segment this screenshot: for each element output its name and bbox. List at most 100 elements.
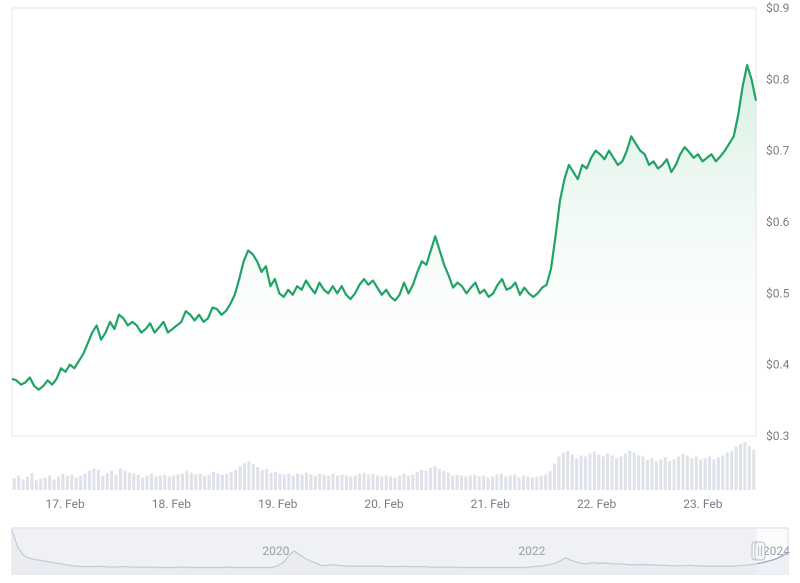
volume-bar [575,458,578,490]
volume-bar [602,456,605,490]
volume-bar [283,475,286,490]
volume-bar [363,473,366,490]
volume-bar [699,459,702,490]
volume-bar [735,447,738,490]
chart-svg: $0.3$0.4$0.5$0.6$0.7$0.8$0.917. Feb18. F… [0,0,800,583]
volume-bar [336,476,339,490]
volume-bar [265,469,268,490]
navigator-x-label: 2020 [262,544,289,558]
volume-bar [695,456,698,490]
volume-bar [704,458,707,490]
volume-bar [44,478,47,490]
volume-bar [460,476,463,490]
volume-bar [243,463,246,490]
volume-bar [544,475,547,490]
volume-bar [221,475,224,490]
volume-bar [597,454,600,490]
volume-bar [132,474,135,490]
volume-bar [340,475,343,490]
volume-bar [70,475,73,490]
volume-bar [318,474,321,490]
x-axis-label: 20. Feb [364,497,404,511]
y-axis-label: $0.6 [766,215,790,229]
volume-bar [212,472,215,490]
volume-bar [584,456,587,490]
volume-bar [239,466,242,490]
volume-bar [309,475,312,490]
volume-bar [172,476,175,490]
volume-bar [119,468,122,490]
y-axis-label: $0.3 [766,429,789,443]
volume-bar [500,474,503,490]
volume-bar [256,467,259,490]
volume-bar [57,477,60,490]
volume-bar [535,477,538,490]
volume-bar [606,454,609,490]
volume-bar [642,456,645,490]
volume-bar [39,478,42,490]
volume-bar [354,476,357,490]
volume-bar [487,478,490,490]
volume-bar [385,476,388,490]
volume-bar [721,455,724,490]
volume-bar [717,457,720,490]
volume-bar [225,474,228,490]
volume-bar [615,458,618,490]
volume-bar [429,468,432,490]
chart-container: $0.3$0.4$0.5$0.6$0.7$0.8$0.917. Feb18. F… [0,0,800,583]
x-axis-label: 18. Feb [152,497,192,511]
volume-bar [367,475,370,490]
volume-bars[interactable] [13,442,756,490]
volume-bar [75,478,78,490]
volume-bar [712,459,715,490]
volume-bar [61,474,64,490]
volume-bar [349,477,352,490]
volume-bar [115,475,118,490]
volume-bar [97,470,100,490]
volume-bar [208,475,211,490]
volume-bar [726,453,729,490]
volume-bar [677,456,680,490]
navigator-handle[interactable] [755,542,765,560]
volume-bar [659,459,662,490]
volume-bar [274,472,277,490]
volume-bar [526,477,529,490]
volume-bar [163,475,166,490]
volume-bar [216,474,219,490]
x-axis-label: 19. Feb [258,497,298,511]
volume-bar [398,476,401,490]
volume-bar [447,473,450,490]
navigator-x-label: 2022 [518,544,545,558]
x-axis-label: 17. Feb [46,497,86,511]
volume-bar [637,455,640,490]
volume-bar [261,470,264,490]
volume-bar [278,474,281,490]
volume-bar [407,476,410,490]
navigator-mask[interactable] [12,528,757,574]
volume-bar [562,453,565,490]
volume-bar [473,475,476,490]
volume-bar [159,476,162,490]
volume-bar [478,477,481,490]
volume-bar [110,471,113,490]
volume-bar [402,474,405,490]
volume-bar [230,472,233,490]
navigator-x-label: 2024 [763,544,790,558]
volume-bar [633,453,636,490]
volume-bar [194,475,197,490]
volume-bar [557,456,560,490]
volume-bar [88,471,91,490]
volume-bar [690,458,693,490]
volume-bar [252,464,255,490]
x-axis-label: 21. Feb [471,497,511,511]
volume-bar [681,454,684,490]
volume-bar [739,444,742,490]
volume-bar [580,455,583,490]
x-axis-label: 23. Feb [683,497,723,511]
volume-bar [358,474,361,490]
volume-bar [30,473,33,490]
volume-bar [438,469,441,490]
volume-bar [730,451,733,490]
y-axis-label: $0.7 [766,144,790,158]
volume-bar [203,476,206,490]
